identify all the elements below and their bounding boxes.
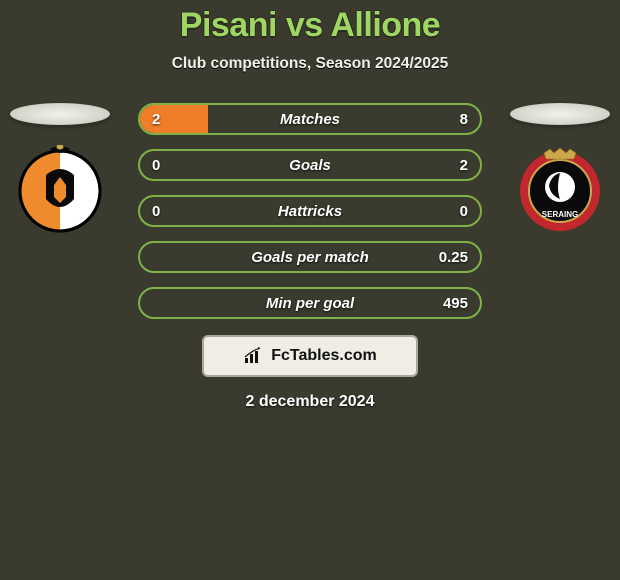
stat-row-matches: 2 Matches 8: [138, 103, 482, 135]
stat-row-min-per-goal: Min per goal 495: [138, 287, 482, 319]
stat-label: Matches: [280, 111, 340, 128]
right-player-column: SERAING: [510, 103, 610, 233]
left-value: 0: [152, 157, 160, 174]
page-title: Pisani vs Allione: [180, 6, 440, 45]
left-value: 2: [152, 111, 160, 128]
stat-label: Min per goal: [266, 295, 354, 312]
right-value: 0.25: [439, 249, 468, 266]
attribution-badge: FcTables.com: [202, 335, 418, 377]
left-value: 0: [152, 203, 160, 220]
right-value: 495: [443, 295, 468, 312]
chart-icon: [243, 347, 265, 365]
seraing-crest: SERAING: [516, 145, 604, 233]
deinze-crest: [16, 145, 104, 233]
date-label: 2 december 2024: [246, 393, 375, 411]
comparison-card: Pisani vs Allione Club competitions, Sea…: [0, 0, 620, 580]
attribution-text: FcTables.com: [271, 347, 377, 365]
stat-label: Goals: [289, 157, 331, 174]
stat-row-goals: 0 Goals 2: [138, 149, 482, 181]
right-value: 2: [460, 157, 468, 174]
stats-arena: SERAING 2 Matches 8 0 Goals 2 0 Hattricks 0 Goals…: [0, 103, 620, 319]
svg-text:SERAING: SERAING: [542, 210, 578, 219]
right-value: 0: [460, 203, 468, 220]
stat-row-goals-per-match: Goals per match 0.25: [138, 241, 482, 273]
stat-label: Goals per match: [251, 249, 369, 266]
right-value: 8: [460, 111, 468, 128]
stat-row-hattricks: 0 Hattricks 0: [138, 195, 482, 227]
left-fill: [140, 105, 208, 133]
subtitle: Club competitions, Season 2024/2025: [172, 55, 449, 73]
stat-rows: 2 Matches 8 0 Goals 2 0 Hattricks 0 Goals per mat…: [138, 103, 482, 319]
right-halo: [510, 103, 610, 125]
left-player-column: [10, 103, 110, 233]
left-halo: [10, 103, 110, 125]
stat-label: Hattricks: [278, 203, 342, 220]
